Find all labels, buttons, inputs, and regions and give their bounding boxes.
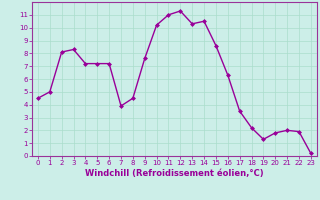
X-axis label: Windchill (Refroidissement éolien,°C): Windchill (Refroidissement éolien,°C) [85,169,264,178]
